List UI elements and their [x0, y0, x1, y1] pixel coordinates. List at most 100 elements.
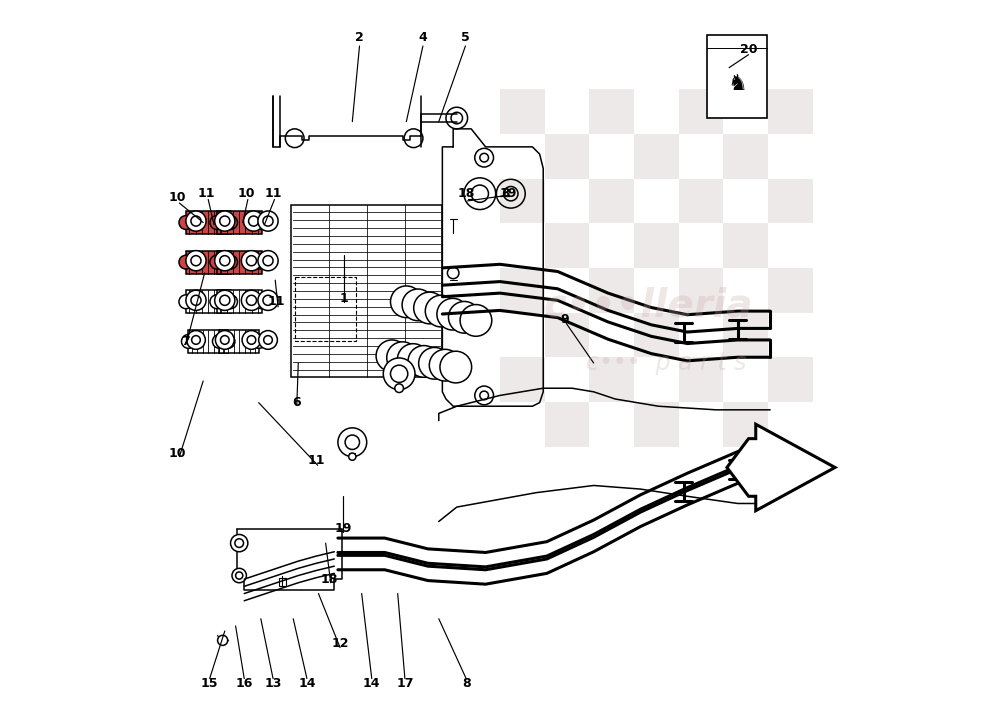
Bar: [723, 134, 768, 179]
Bar: [545, 402, 589, 446]
Circle shape: [179, 256, 193, 269]
Bar: [186, 250, 231, 274]
Text: 2: 2: [355, 31, 364, 44]
Circle shape: [246, 295, 256, 306]
Circle shape: [263, 295, 273, 306]
Circle shape: [210, 216, 224, 229]
Text: 10: 10: [238, 187, 255, 200]
Circle shape: [221, 335, 235, 348]
Circle shape: [179, 295, 193, 309]
Circle shape: [191, 216, 201, 226]
Bar: [634, 134, 679, 179]
Circle shape: [179, 216, 193, 229]
Text: 10: 10: [168, 191, 186, 204]
Bar: [500, 357, 545, 402]
Circle shape: [220, 216, 230, 226]
Bar: [217, 290, 262, 314]
Circle shape: [263, 256, 273, 266]
Circle shape: [383, 358, 415, 390]
Text: 16: 16: [236, 677, 253, 690]
Text: 14: 14: [298, 677, 316, 690]
Text: 18: 18: [321, 573, 338, 586]
Circle shape: [186, 211, 206, 231]
Circle shape: [191, 295, 201, 306]
Bar: [723, 223, 768, 268]
Bar: [217, 250, 262, 274]
Bar: [545, 223, 589, 268]
Bar: [723, 402, 768, 446]
Text: 13: 13: [264, 677, 282, 690]
Text: 20: 20: [740, 43, 757, 56]
Text: ♞: ♞: [727, 74, 747, 94]
Circle shape: [258, 211, 278, 231]
Bar: [679, 357, 723, 402]
Bar: [279, 578, 286, 587]
Circle shape: [255, 295, 268, 309]
Circle shape: [414, 292, 445, 324]
Circle shape: [249, 216, 259, 226]
Circle shape: [255, 216, 268, 229]
Bar: [500, 179, 545, 223]
Text: 5: 5: [461, 31, 470, 44]
Circle shape: [460, 305, 492, 336]
Circle shape: [241, 250, 262, 271]
Text: 8: 8: [462, 677, 470, 690]
Bar: [589, 179, 634, 223]
Circle shape: [215, 211, 235, 231]
Text: 14: 14: [363, 677, 381, 690]
Bar: [186, 290, 231, 314]
Text: 17: 17: [396, 677, 414, 690]
Circle shape: [186, 250, 206, 271]
Circle shape: [242, 330, 261, 349]
Bar: [589, 357, 634, 402]
Circle shape: [218, 635, 228, 645]
Text: 10: 10: [168, 446, 186, 460]
Bar: [545, 134, 589, 179]
Bar: [219, 330, 259, 353]
Bar: [768, 268, 813, 313]
Circle shape: [236, 572, 243, 579]
Circle shape: [224, 216, 237, 229]
Circle shape: [220, 295, 230, 306]
Text: 7: 7: [181, 335, 190, 348]
Circle shape: [247, 335, 256, 344]
Circle shape: [186, 290, 206, 311]
Text: 11: 11: [264, 187, 282, 200]
Circle shape: [387, 342, 418, 373]
Circle shape: [440, 351, 472, 383]
Circle shape: [402, 289, 434, 321]
Text: 15: 15: [201, 677, 218, 690]
Circle shape: [258, 290, 278, 311]
Circle shape: [252, 335, 266, 348]
Circle shape: [345, 435, 360, 449]
Bar: [545, 313, 589, 357]
Bar: [634, 223, 679, 268]
Bar: [768, 179, 813, 223]
Circle shape: [259, 330, 277, 349]
Bar: [217, 211, 262, 234]
Circle shape: [246, 256, 256, 266]
Circle shape: [187, 330, 205, 349]
Circle shape: [397, 343, 429, 375]
Circle shape: [408, 346, 440, 378]
Circle shape: [241, 290, 262, 311]
Circle shape: [390, 286, 422, 317]
Circle shape: [349, 453, 356, 460]
Circle shape: [210, 256, 224, 269]
Circle shape: [192, 335, 200, 344]
Circle shape: [215, 290, 235, 311]
Circle shape: [264, 335, 272, 344]
Circle shape: [210, 295, 224, 309]
Bar: [768, 89, 813, 134]
Circle shape: [244, 211, 264, 231]
Bar: [679, 268, 723, 313]
Circle shape: [235, 539, 244, 547]
Bar: [589, 268, 634, 313]
Bar: [500, 268, 545, 313]
Circle shape: [263, 216, 273, 226]
Bar: [634, 402, 679, 446]
Text: 11: 11: [308, 454, 325, 467]
Circle shape: [231, 534, 248, 552]
Text: 9: 9: [561, 314, 569, 326]
Text: 1: 1: [340, 292, 349, 305]
